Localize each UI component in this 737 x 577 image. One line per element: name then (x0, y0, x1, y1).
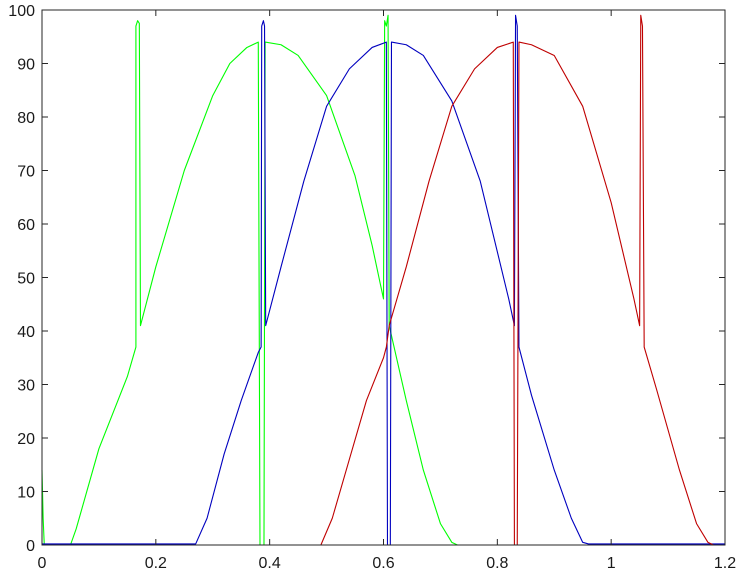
x-tick-label: 0.2 (145, 555, 167, 572)
y-tick-label: 90 (17, 57, 35, 74)
x-tick-label: 1 (607, 555, 616, 572)
y-tick-label: 30 (17, 378, 35, 395)
y-tick-label: 40 (17, 324, 35, 341)
y-tick-label: 100 (8, 3, 35, 20)
x-tick-label: 0 (38, 555, 47, 572)
x-axis-ticks: 0 0.2 0.4 0.6 0.8 1 1.2 (38, 10, 736, 572)
y-tick-label: 0 (26, 538, 35, 555)
y-tick-label: 80 (17, 110, 35, 127)
x-tick-label: 1.2 (714, 555, 736, 572)
x-tick-label: 0.8 (486, 555, 508, 572)
y-tick-label: 60 (17, 217, 35, 234)
series-line-3 (41, 14, 726, 546)
x-tick-label: 0.6 (372, 555, 394, 572)
y-tick-label: 20 (17, 431, 35, 448)
y-axis-ticks: 0 10 20 30 40 50 60 70 80 90 100 (8, 3, 725, 555)
y-tick-label: 10 (17, 485, 35, 502)
x-tick-label: 0.4 (259, 555, 281, 572)
y-tick-label: 70 (17, 164, 35, 181)
y-tick-label: 50 (17, 271, 35, 288)
